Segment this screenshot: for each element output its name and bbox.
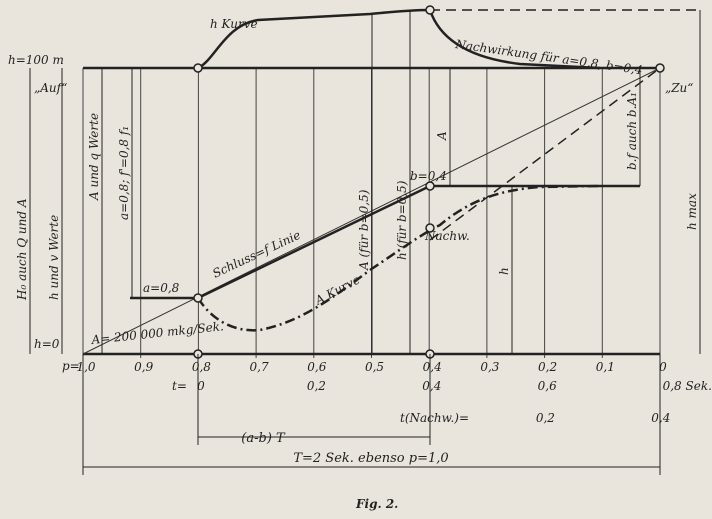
dimension-lines (29, 10, 701, 475)
label: Nachw. (424, 229, 470, 243)
label: „Auf“ (34, 81, 67, 95)
t-tick-label: 0,4 (422, 379, 441, 393)
t-tick-label: 0,2 (307, 379, 326, 393)
axis-label: t= (172, 379, 187, 393)
p-tick-label: 0,1 (596, 360, 615, 374)
label: A (für b=0,5) (357, 189, 371, 271)
label: „Zu“ (665, 81, 693, 95)
span-label: T=2 Sek. ebenso p=1,0 (293, 451, 448, 466)
label: h=0 (34, 337, 60, 351)
label: h (497, 267, 511, 275)
t-tick-label: 0,8 Sek. (663, 379, 712, 393)
caption: Fig. 2. (355, 497, 398, 511)
axis-label: p= (62, 359, 80, 373)
p-tick-label: 1,0 (76, 360, 95, 374)
p-tick-label: 0 (659, 360, 667, 374)
label: A und q Werte (87, 113, 101, 201)
aftereffect-curve (428, 9, 601, 70)
p-tick-label: 0,7 (250, 360, 269, 374)
p-tick-label: 0,3 (480, 360, 499, 374)
p-tick-label: 0,5 (365, 360, 384, 374)
label: h Kurve (210, 17, 258, 31)
label: h=100 m (8, 53, 64, 67)
closing-line (197, 184, 431, 300)
label: h (für b=0,5) (395, 180, 409, 260)
label: h max (685, 193, 699, 230)
p-tick-label: 0,9 (134, 360, 153, 374)
p-tick-label: 0,2 (538, 360, 557, 374)
a-curve (196, 184, 601, 332)
label: h und v Werte (47, 215, 61, 300)
label: A (435, 131, 449, 141)
label: a=0,8; f'=0,8 f₁ (117, 126, 131, 220)
tn-tick-label: 0,4 (651, 411, 670, 425)
axis-label: t(Nachw.)= (400, 411, 469, 425)
label: b=0,4 (410, 169, 447, 183)
label: b.f auch b.A₁ (625, 92, 639, 170)
span-label: (a-b) T (241, 431, 286, 446)
p-tick-label: 0,6 (307, 360, 326, 374)
p-tick-label: 0,8 (192, 360, 211, 374)
h-curve (197, 8, 431, 70)
t-tick-label: 0 (197, 379, 205, 393)
t-tick-label: 0,6 (538, 379, 557, 393)
p-tick-label: 0,4 (423, 360, 442, 374)
label: H₀ auch Q und A (15, 198, 29, 301)
tn-tick-label: 0,2 (536, 411, 555, 425)
label: a=0,8 (143, 281, 180, 295)
